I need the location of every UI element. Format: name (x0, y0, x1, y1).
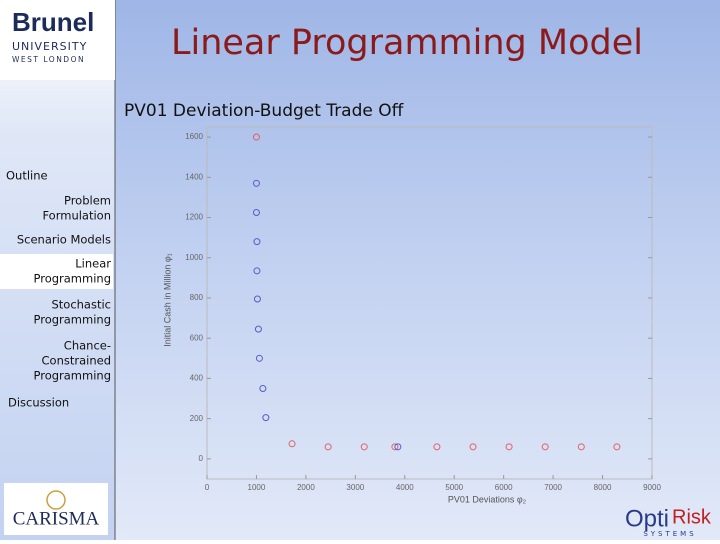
x-tick-label: 6000 (495, 483, 513, 492)
y-axis-label: Initial Cash in Million φ₁ (162, 253, 172, 346)
x-tick-label: 7000 (544, 483, 562, 492)
point (391, 443, 399, 451)
logo-brunel: Brunel (12, 7, 94, 37)
y-tick-label: 0 (199, 454, 204, 463)
point (254, 325, 262, 333)
point (253, 238, 261, 246)
optirisk-systems: SYSTEMS (643, 530, 696, 538)
point (252, 179, 260, 187)
point (394, 443, 402, 451)
nav-item: Outline (6, 169, 48, 183)
y-tick-label: 600 (190, 333, 204, 342)
point (469, 443, 477, 451)
point (613, 443, 621, 451)
point (360, 443, 368, 451)
optirisk-opti: Opti (625, 505, 669, 532)
point (253, 267, 261, 275)
nav-item: Programming (33, 369, 111, 383)
nav-item: Chance- (64, 339, 111, 353)
point (259, 384, 267, 392)
plot-frame (206, 126, 653, 480)
point (262, 414, 270, 422)
x-tick-label: 3000 (346, 483, 364, 492)
nav-item: Discussion (8, 396, 69, 410)
x-tick-label: 4000 (396, 483, 414, 492)
y-tick-label: 1600 (185, 132, 203, 141)
chart-title: PV01 Deviation-Budget Trade Off (124, 101, 405, 121)
logo-london: WEST LONDON (12, 55, 85, 64)
y-tick-label: 200 (190, 414, 204, 423)
y-tick-label: 1200 (185, 213, 203, 222)
nav-item: Problem (64, 194, 111, 208)
nav-active (0, 254, 113, 289)
nav-item: Linear (75, 257, 111, 271)
point (433, 443, 441, 451)
point (255, 354, 263, 362)
nav-item: Scenario Models (17, 233, 111, 247)
x-tick-label: 0 (205, 483, 210, 492)
y-tick-label: 1000 (185, 253, 203, 262)
point (253, 295, 261, 303)
carisma-globe (46, 490, 66, 510)
point (252, 208, 260, 216)
x-axis-label: PV01 Deviations φ₂ (448, 494, 527, 504)
x-tick-label: 9000 (643, 483, 661, 492)
point (577, 443, 585, 451)
point (252, 133, 260, 141)
optirisk-risk: Risk (672, 506, 712, 528)
nav-item: Constrained (42, 354, 112, 368)
point (505, 443, 513, 451)
x-tick-label: 5000 (445, 483, 463, 492)
nav-item: Formulation (42, 209, 111, 223)
x-tick-label: 8000 (594, 483, 612, 492)
point (324, 443, 332, 451)
logo-university: UNIVERSITY (12, 40, 87, 53)
x-tick-label: 1000 (248, 483, 266, 492)
nav-item: Programming (33, 313, 111, 327)
y-tick-label: 800 (190, 293, 204, 302)
point (288, 440, 296, 448)
logo-box (0, 0, 115, 80)
nav-item: Programming (33, 272, 111, 286)
x-tick-label: 2000 (297, 483, 315, 492)
point (541, 443, 549, 451)
carisma-logo: CARISMA (13, 508, 100, 529)
nav-item: Stochastic (51, 298, 111, 312)
y-tick-label: 400 (190, 374, 204, 383)
slide-title: Linear Programming Model (171, 23, 643, 63)
y-tick-label: 1400 (185, 172, 203, 181)
